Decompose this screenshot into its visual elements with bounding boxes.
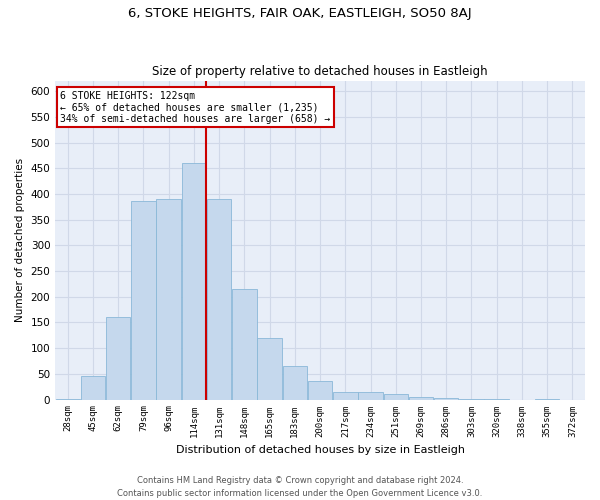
Bar: [484, 399, 509, 400]
Bar: [333, 392, 358, 400]
X-axis label: Distribution of detached houses by size in Eastleigh: Distribution of detached houses by size …: [176, 445, 464, 455]
Y-axis label: Number of detached properties: Number of detached properties: [15, 158, 25, 322]
Bar: [383, 394, 408, 400]
Bar: [207, 199, 232, 400]
Bar: [182, 163, 206, 400]
Text: Contains HM Land Registry data © Crown copyright and database right 2024.
Contai: Contains HM Land Registry data © Crown c…: [118, 476, 482, 498]
Bar: [283, 366, 307, 400]
Bar: [157, 199, 181, 400]
Bar: [81, 376, 105, 400]
Bar: [308, 380, 332, 400]
Bar: [358, 392, 383, 400]
Bar: [434, 398, 458, 400]
Bar: [106, 318, 130, 400]
Text: 6 STOKE HEIGHTS: 122sqm
← 65% of detached houses are smaller (1,235)
34% of semi: 6 STOKE HEIGHTS: 122sqm ← 65% of detache…: [61, 90, 331, 124]
Bar: [131, 200, 156, 400]
Bar: [409, 397, 433, 400]
Bar: [257, 338, 282, 400]
Text: 6, STOKE HEIGHTS, FAIR OAK, EASTLEIGH, SO50 8AJ: 6, STOKE HEIGHTS, FAIR OAK, EASTLEIGH, S…: [128, 8, 472, 20]
Bar: [535, 399, 559, 400]
Title: Size of property relative to detached houses in Eastleigh: Size of property relative to detached ho…: [152, 66, 488, 78]
Bar: [459, 399, 484, 400]
Bar: [56, 398, 80, 400]
Bar: [232, 289, 257, 400]
